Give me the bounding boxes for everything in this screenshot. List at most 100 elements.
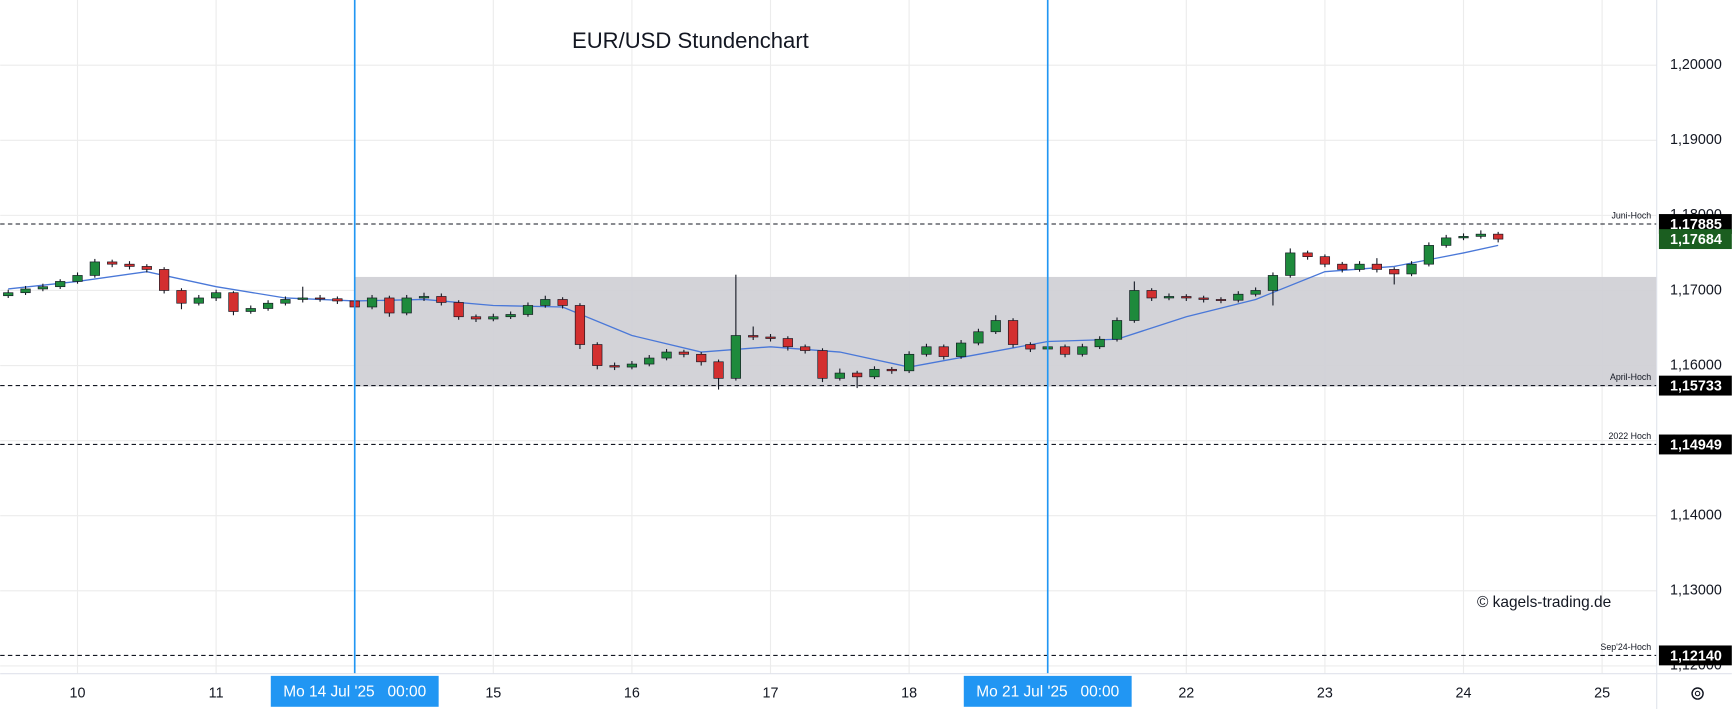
candle-body [678, 351, 689, 355]
x-tick-label: 17 [763, 685, 779, 701]
candle-body [280, 299, 291, 304]
candle-body [1337, 263, 1348, 270]
candle-body [1441, 237, 1452, 246]
level-name: Juni-Hoch [1611, 211, 1651, 221]
candle-body [869, 368, 880, 378]
candle-body [540, 299, 551, 306]
candle-body [20, 288, 31, 294]
candle-body [1077, 346, 1088, 355]
candle-body [904, 353, 915, 372]
candle-body [557, 299, 568, 306]
candle-body [955, 342, 967, 357]
x-tick-label: 23 [1317, 685, 1333, 701]
candle-body [626, 363, 638, 368]
candle-body [470, 316, 482, 320]
candle-body [159, 269, 170, 291]
time-marker-label: Mo 21 Jul '25 00:00 [976, 684, 1119, 701]
level-name: 2022 Hoch [1608, 431, 1651, 441]
candle-body [55, 281, 66, 288]
candle-body [609, 365, 620, 368]
candle-body [1129, 290, 1140, 321]
candle-body [1354, 263, 1365, 270]
y-tick-label: 1,14000 [1670, 508, 1722, 524]
candle-body [453, 302, 464, 318]
x-tick-label: 24 [1456, 685, 1472, 701]
candle-body [124, 263, 135, 267]
y-tick-label: 1,16000 [1670, 357, 1722, 373]
candle-body [1146, 290, 1157, 299]
candle-body [297, 297, 308, 300]
candle-body [696, 353, 707, 363]
candle-body [1198, 297, 1209, 300]
x-tick-label: 10 [70, 685, 86, 701]
time-marker-label: Mo 14 Jul '25 00:00 [283, 684, 426, 701]
candle-body [193, 297, 204, 304]
price-label-box [1658, 434, 1732, 455]
candle-body [748, 335, 759, 338]
candle-body [886, 368, 897, 372]
candle-body [990, 320, 1001, 333]
candle-body [228, 292, 239, 312]
candle-body [1181, 296, 1192, 299]
candle-body [938, 346, 949, 357]
candle-body [245, 308, 256, 312]
candle-body [1389, 269, 1400, 275]
y-tick-label: 1,17000 [1670, 282, 1722, 298]
range-box [354, 276, 1657, 387]
y-tick-label: 1,20000 [1670, 57, 1722, 73]
x-tick-label: 25 [1594, 685, 1610, 701]
candle-body [176, 290, 187, 304]
candle-body [1059, 346, 1071, 355]
candle-body [89, 261, 100, 276]
chart-title: EUR/USD Stundenchart [572, 28, 809, 53]
candle-body [973, 331, 984, 344]
candle-body [1215, 299, 1227, 301]
candle-body [366, 297, 378, 308]
price-label-box [1658, 645, 1732, 666]
x-tick-label: 16 [624, 685, 640, 701]
x-tick-label: 18 [901, 685, 917, 701]
candle-body [1007, 320, 1019, 345]
last-price-box [1658, 229, 1732, 250]
price-label: 1,17885 [1670, 217, 1722, 233]
candle-body [1458, 236, 1469, 239]
candle-body [37, 286, 48, 290]
candle-body [1302, 252, 1313, 257]
price-label: 1,12140 [1670, 648, 1722, 664]
settings-icon[interactable] [1691, 687, 1704, 700]
candle-body [1025, 344, 1036, 350]
price-label-box [1658, 214, 1732, 234]
last-price-label: 1,17684 [1670, 232, 1722, 248]
watermark: © kagels-trading.de [1477, 594, 1611, 611]
level-name: Sep'24-Hoch [1600, 642, 1651, 652]
candle-body [834, 372, 845, 379]
candle-body [644, 357, 655, 365]
x-tick-label: 15 [485, 685, 501, 701]
candle-body [574, 305, 586, 345]
price-label: 1,15733 [1670, 379, 1722, 395]
candle-body [921, 346, 932, 355]
candle-body [1111, 320, 1123, 340]
candle-body [592, 344, 603, 366]
candle-body [262, 302, 274, 309]
candle-body [505, 314, 516, 318]
y-tick-label: 1,19000 [1670, 132, 1722, 148]
candle-body [418, 296, 430, 299]
candle-body [1371, 263, 1382, 270]
x-tick-label: 22 [1178, 685, 1194, 701]
candle-body [800, 346, 811, 351]
plot-front [0, 0, 1657, 674]
candle-body [314, 297, 326, 300]
y-tick-label: 1,13000 [1670, 583, 1722, 599]
candle-body [782, 338, 793, 348]
candle-body [713, 361, 724, 379]
candle-body [488, 316, 499, 320]
candle-body [1250, 290, 1261, 295]
candle-body [730, 335, 741, 379]
candle-body [1267, 275, 1279, 291]
plot-back [0, 0, 1657, 674]
x-tick-label: 11 [209, 685, 224, 701]
candle-body [817, 350, 828, 379]
